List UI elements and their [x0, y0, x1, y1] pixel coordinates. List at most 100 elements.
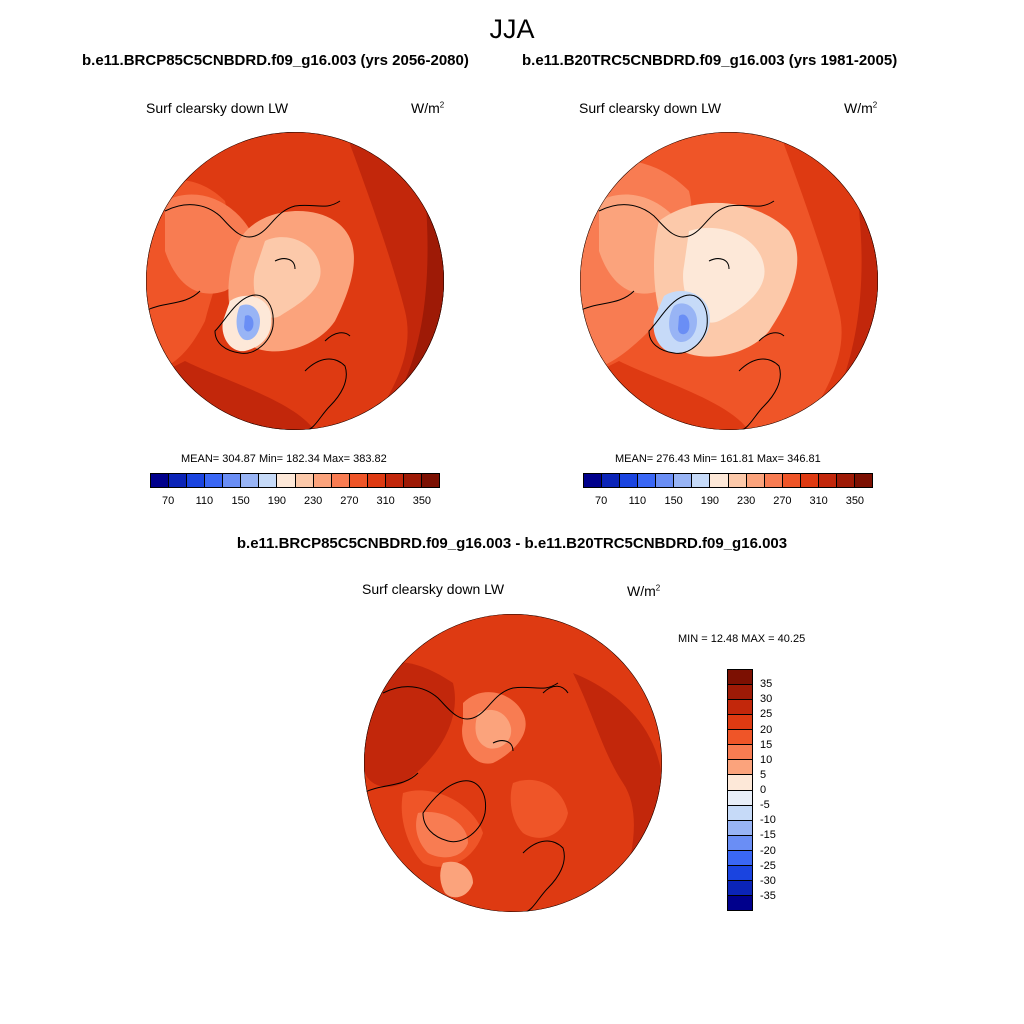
colorbar-swatch: [421, 474, 439, 487]
colorbar-swatch: [638, 474, 657, 487]
difference-minmax: MIN = 12.48 MAX = 40.25: [678, 633, 806, 645]
colorbar-swatch: [746, 474, 765, 487]
colorbar-swatch: [728, 745, 752, 761]
colorbar-swatch: [728, 775, 752, 791]
colorbar-swatch: [602, 474, 621, 487]
colorbar-swatch: [854, 474, 872, 487]
colorbar-swatch: [800, 474, 819, 487]
colorbar-swatch: [728, 715, 752, 731]
colorbar-swatch: [259, 474, 278, 487]
colorbar-tick-label: 150: [231, 495, 250, 507]
panel-left-units: W/m2: [411, 100, 445, 116]
colorbar-swatch: [692, 474, 711, 487]
colorbar-swatch: [728, 670, 752, 686]
colorbar-swatch: [728, 730, 752, 746]
colorbar-tick-label: 350: [845, 495, 865, 507]
colorbar-tick-label: -10: [760, 814, 776, 827]
colorbar-swatch: [674, 474, 693, 487]
colorbar-tick-label: 310: [809, 495, 828, 507]
map-difference: [364, 614, 662, 912]
colorbar-swatch: [728, 700, 752, 716]
colorbar-swatch: [728, 895, 752, 910]
colorbar-tick-label: 15: [760, 738, 773, 751]
colorbar-swatch: [205, 474, 224, 487]
colorbar-tick-label: 110: [195, 495, 214, 507]
colorbar-left-labels: 70 110 150 190 230 270 310 350: [150, 495, 440, 509]
colorbar-swatch: [728, 880, 752, 896]
colorbar-tick-label: 190: [700, 495, 720, 507]
colorbar-tick-label: -5: [760, 799, 770, 812]
colorbar-tick-label: 70: [595, 495, 608, 507]
panel-left-stats: MEAN= 304.87 Min= 182.34 Max= 383.82: [181, 453, 387, 465]
colorbar-swatch: [331, 474, 350, 487]
colorbar-swatch: [728, 820, 752, 836]
colorbar-swatch: [151, 474, 170, 487]
difference-units: W/m2: [627, 583, 661, 599]
colorbar-tick-label: 70: [162, 495, 175, 507]
colorbar-left: [150, 473, 440, 488]
colorbar-difference-labels: 35 30 25 20 15 10 5 0 -5 -10 -15 -20 -25 -30 -35: [760, 669, 800, 911]
colorbar-right: [583, 473, 873, 488]
colorbar-tick-label: 310: [376, 495, 395, 507]
difference-title: b.e11.BRCP85C5CNBDRD.f09_g16.003 - b.e11…: [236, 535, 788, 552]
colorbar-swatch: [403, 474, 422, 487]
colorbar-swatch: [313, 474, 332, 487]
colorbar-swatch: [728, 835, 752, 851]
colorbar-tick-label: 0: [760, 784, 767, 796]
colorbar-swatch: [584, 474, 603, 487]
colorbar-tick-label: -35: [760, 889, 776, 902]
colorbar-swatch: [710, 474, 729, 487]
colorbar-tick-label: 35: [760, 678, 773, 691]
colorbar-tick-label: -25: [760, 859, 776, 872]
panel-left-variable: Surf clearsky down LW: [146, 100, 289, 116]
colorbar-swatch: [818, 474, 837, 487]
panel-right-run-title: b.e11.B20TRC5CNBDRD.f09_g16.003 (yrs 198…: [522, 52, 898, 69]
colorbar-tick-label: -30: [760, 874, 776, 887]
map-right-historical: [580, 132, 878, 430]
colorbar-swatch: [764, 474, 783, 487]
colorbar-tick-label: -20: [760, 844, 776, 857]
colorbar-swatch: [728, 865, 752, 881]
colorbar-swatch: [656, 474, 675, 487]
map-left-future: [146, 132, 444, 430]
colorbar-swatch: [241, 474, 260, 487]
colorbar-right-labels: 70 110 150 190 230 270 310 350: [583, 495, 873, 509]
colorbar-swatch: [349, 474, 368, 487]
season-title: JJA: [489, 14, 535, 44]
colorbar-tick-label: 230: [303, 495, 323, 507]
colorbar-tick-label: 230: [736, 495, 756, 507]
colorbar-swatch: [728, 850, 752, 866]
colorbar-tick-label: 190: [267, 495, 287, 507]
colorbar-tick-label: 270: [340, 495, 359, 507]
colorbar-difference: [727, 669, 753, 911]
colorbar-swatch: [620, 474, 639, 487]
panel-right-variable: Surf clearsky down LW: [579, 100, 722, 116]
colorbar-swatch: [223, 474, 242, 487]
colorbar-swatch: [169, 474, 188, 487]
panel-right-stats: MEAN= 276.43 Min= 161.81 Max= 346.81: [615, 453, 821, 465]
colorbar-tick-label: 10: [760, 753, 773, 766]
panel-left-run-title: b.e11.BRCP85C5CNBDRD.f09_g16.003 (yrs 20…: [82, 52, 469, 69]
colorbar-tick-label: 350: [412, 495, 432, 507]
colorbar-tick-label: 5: [760, 768, 767, 781]
colorbar-swatch: [728, 790, 752, 806]
colorbar-tick-label: 25: [760, 708, 773, 721]
colorbar-swatch: [782, 474, 801, 487]
colorbar-tick-label: -15: [760, 829, 776, 842]
colorbar-swatch: [385, 474, 404, 487]
colorbar-swatch: [728, 474, 747, 487]
colorbar-tick-label: 150: [664, 495, 683, 507]
colorbar-tick-label: 110: [628, 495, 647, 507]
colorbar-tick-label: 30: [760, 693, 773, 706]
colorbar-swatch: [295, 474, 314, 487]
colorbar-tick-label: 20: [760, 723, 773, 736]
colorbar-swatch: [187, 474, 206, 487]
colorbar-swatch: [836, 474, 855, 487]
colorbar-swatch: [367, 474, 386, 487]
difference-variable: Surf clearsky down LW: [362, 581, 505, 597]
colorbar-swatch: [277, 474, 296, 487]
colorbar-swatch: [728, 760, 752, 776]
colorbar-swatch: [728, 685, 752, 701]
colorbar-tick-label: 270: [773, 495, 792, 507]
panel-right-units: W/m2: [844, 100, 878, 116]
